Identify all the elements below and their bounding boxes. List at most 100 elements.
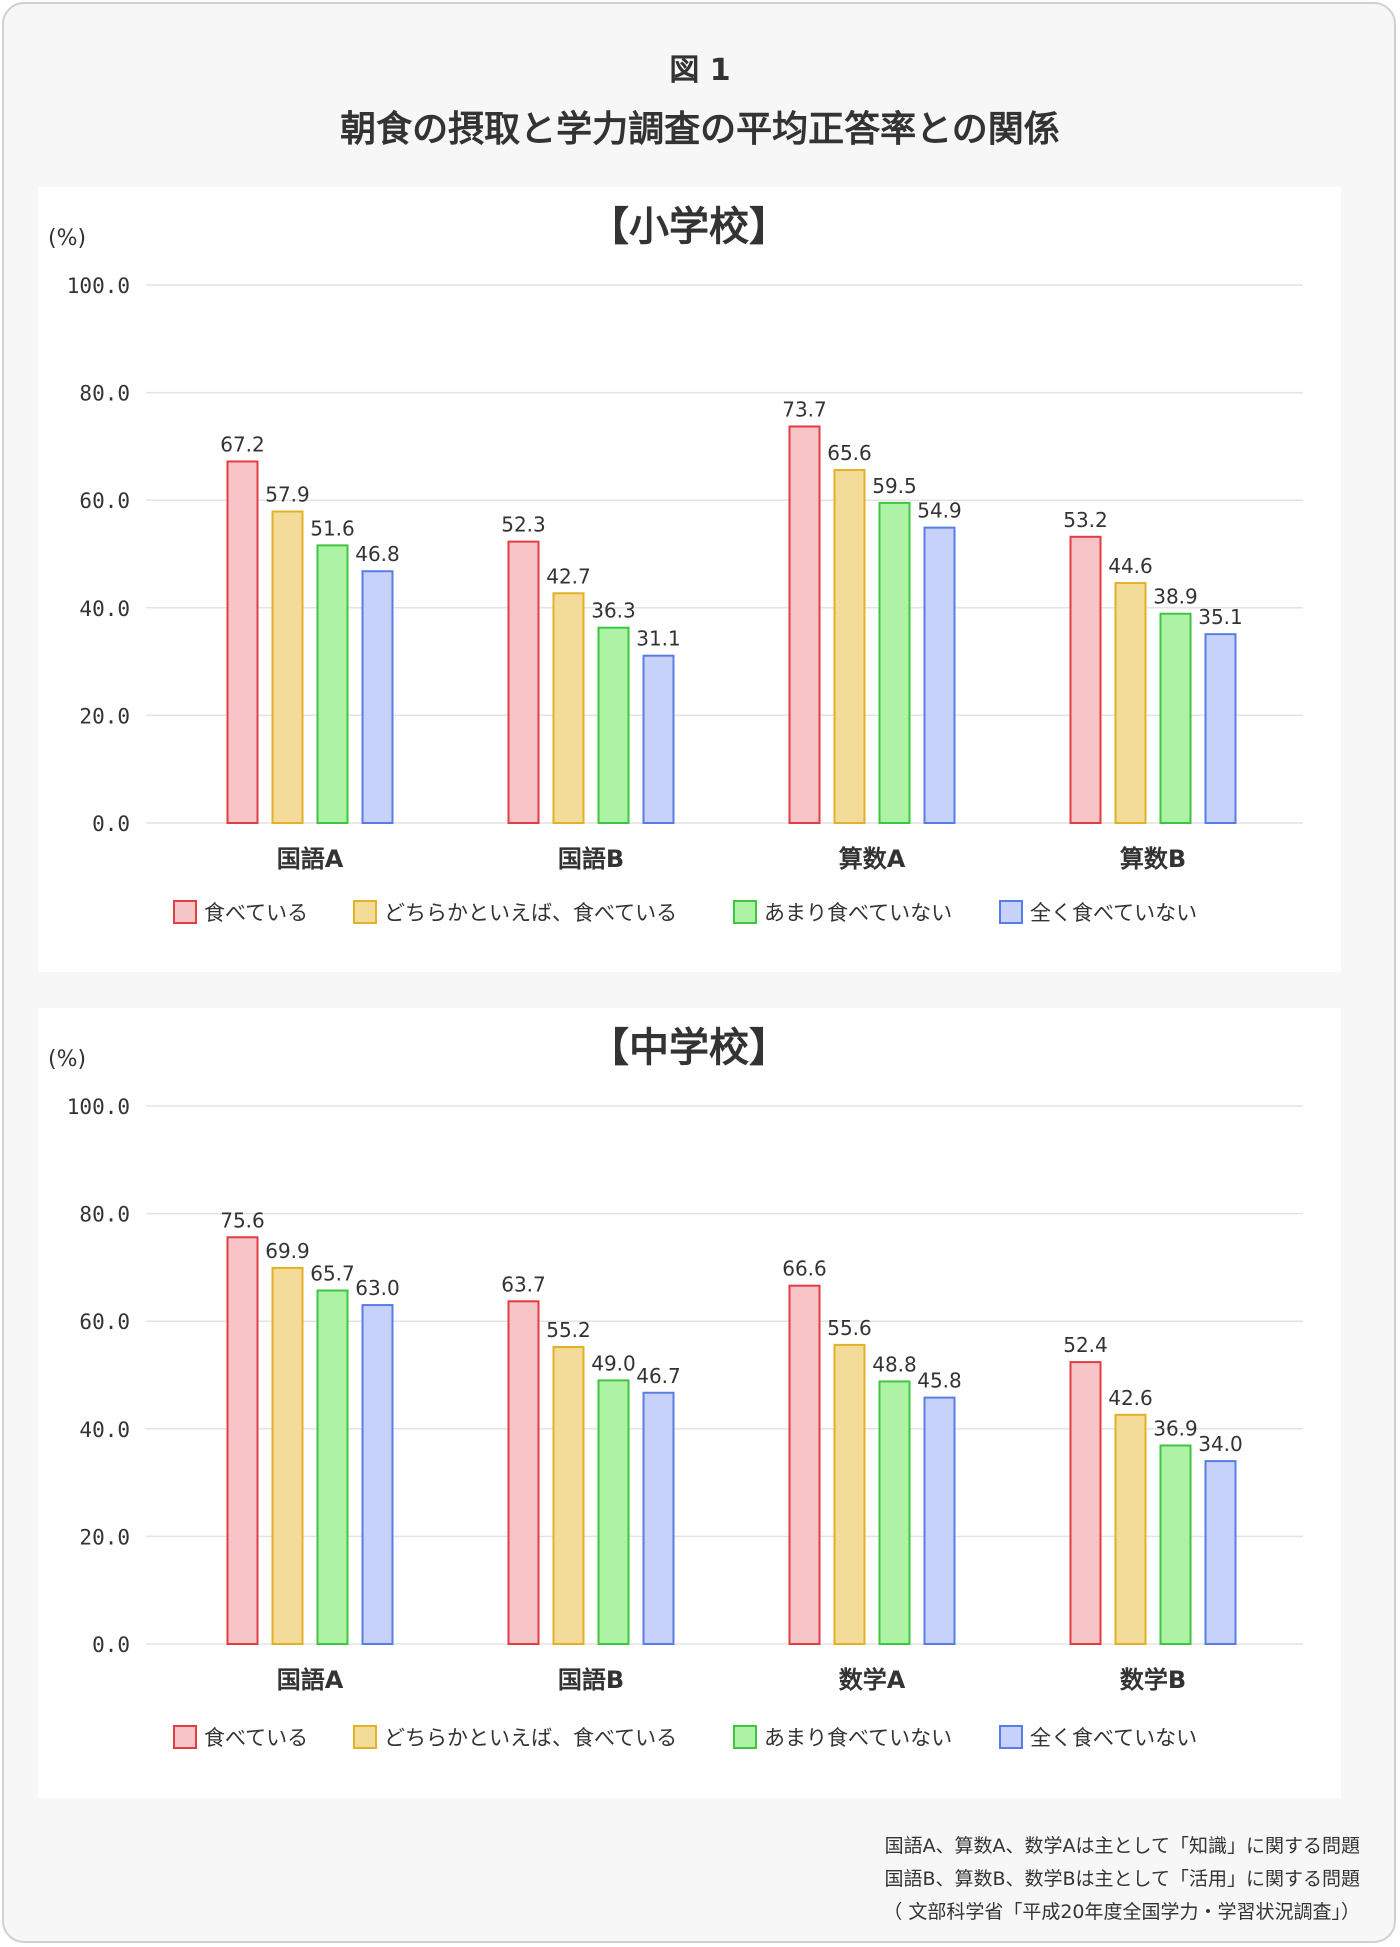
bar-value-label: 65.6 [827,441,872,465]
bar [833,469,866,824]
bar [361,1304,394,1645]
figure-label: 図 1 [669,53,731,88]
bar [923,1396,956,1646]
category-label: 数学A [839,1666,906,1694]
bar [1069,535,1102,824]
note-source: （ 文部科学省「平成20年度全国学力・学習状況調査」） [883,1901,1360,1923]
bar [1159,1444,1192,1645]
y-axis-label: (%) [48,226,86,251]
bar [316,544,349,824]
legend-label: 全く食べていない [1030,901,1197,925]
bar-value-label: 75.6 [220,1208,265,1232]
bar [316,1289,349,1645]
bar-value-label: 31.1 [636,627,681,651]
legend-label: どちらかといえば、食べている [384,901,677,925]
figure-title: 朝食の摂取と学力調査の平均正答率との関係 [340,109,1060,150]
bar [1204,1460,1237,1645]
bar [1114,582,1147,824]
source-notes: 国語A、算数A、数学Aは主として「知識」に関する問題 国語B、算数B、数学Bは主… [883,1830,1360,1929]
bar-value-label: 49.0 [591,1351,636,1375]
elementary-bar-chart: 【小学校】 (%) 0.0 20.0 40.0 60.0 80.0 100.0 67.2 57.9… [48,204,1303,925]
bar [597,626,630,824]
bar-value-label: 48.8 [872,1352,917,1376]
legend-swatch [353,900,377,924]
bar-value-label: 54.9 [917,499,962,523]
category-label: 国語B [558,1666,624,1694]
bar-value-label: 42.7 [546,564,591,588]
legend-label: 食べている [204,901,308,925]
category-label: 数学B [1120,1666,1186,1694]
category-label: 国語A [277,1666,344,1694]
legend-swatch [999,1725,1023,1749]
bar-value-label: 52.3 [501,513,546,537]
bar-value-label: 59.5 [872,474,917,498]
bar-value-label: 51.6 [310,516,355,540]
y-tick-label: 20.0 [79,1525,130,1549]
bar [1204,633,1237,824]
y-tick-label: 100.0 [67,1095,130,1119]
bar-value-label: 55.6 [827,1316,872,1340]
category-label: 算数B [1120,845,1186,873]
bar-value-label: 34.0 [1198,1432,1243,1456]
category-label: 算数A [839,845,906,873]
y-tick-label: 60.0 [79,1310,130,1334]
bar-value-label: 46.8 [355,542,400,566]
bar-value-label: 42.6 [1108,1386,1153,1410]
y-tick-label: 0.0 [92,1633,130,1657]
bar [226,460,259,824]
bar [1069,1361,1102,1645]
category-label: 国語B [558,845,624,873]
y-tick-label: 40.0 [79,597,130,621]
legend-swatch [173,1725,197,1749]
bar [507,1300,540,1645]
bar-value-label: 67.2 [220,432,265,456]
bar-value-label: 69.9 [265,1239,310,1263]
y-axis-label: (%) [48,1047,86,1072]
legend-label: 全く食べていない [1030,1726,1197,1750]
middle-bar-chart: 【中学校】 (%) 0.0 20.0 40.0 60.0 80.0 100.0 75.669.9… [48,1025,1303,1750]
y-tick-label: 0.0 [92,812,130,836]
chart-title: 【小学校】 [589,204,789,250]
bar [552,592,585,824]
y-tick-label: 100.0 [67,274,130,298]
bar [271,1266,304,1645]
bar [271,510,304,824]
bar-value-label: 53.2 [1063,508,1108,532]
legend-label: 食べている [204,1726,308,1750]
y-tick-label: 20.0 [79,704,130,728]
bar-value-label: 36.9 [1153,1416,1198,1440]
bar-value-label: 73.7 [782,397,827,421]
bar [788,1284,821,1645]
bar-value-label: 38.9 [1153,585,1198,609]
bar [878,1380,911,1645]
note-knowledge: 国語A、算数A、数学Aは主として「知識」に関する問題 [884,1835,1360,1857]
bar-value-label: 63.0 [355,1276,400,1300]
bar-value-label: 36.3 [591,599,636,623]
bar [642,1391,675,1645]
legend-swatch [733,900,757,924]
legend-swatch [733,1725,757,1749]
bar [552,1346,585,1645]
bar [642,654,675,824]
bar-value-label: 35.1 [1198,605,1243,629]
bar-value-label: 63.7 [501,1272,546,1296]
bar-value-label: 46.7 [636,1364,681,1388]
elementary-chart-panel: 【小学校】 (%) 0.0 20.0 40.0 60.0 80.0 100.0 67.2 57.9… [38,187,1341,972]
bar [923,526,956,824]
bar [1114,1413,1147,1646]
bar-value-label: 45.8 [917,1369,962,1393]
bar-value-label: 66.6 [782,1257,827,1281]
bar [833,1343,866,1645]
category-label: 国語A [277,845,344,873]
y-tick-label: 80.0 [79,1203,130,1227]
y-tick-label: 80.0 [79,382,130,406]
legend-swatch [353,1725,377,1749]
legend-label: あまり食べていない [764,901,952,925]
bar [226,1236,259,1645]
legend-swatch [999,900,1023,924]
bar [361,570,394,824]
bar-value-label: 44.6 [1108,554,1153,578]
legend-label: あまり食べていない [764,1726,952,1750]
legend-swatch [173,900,197,924]
bar-value-label: 65.7 [310,1262,355,1286]
